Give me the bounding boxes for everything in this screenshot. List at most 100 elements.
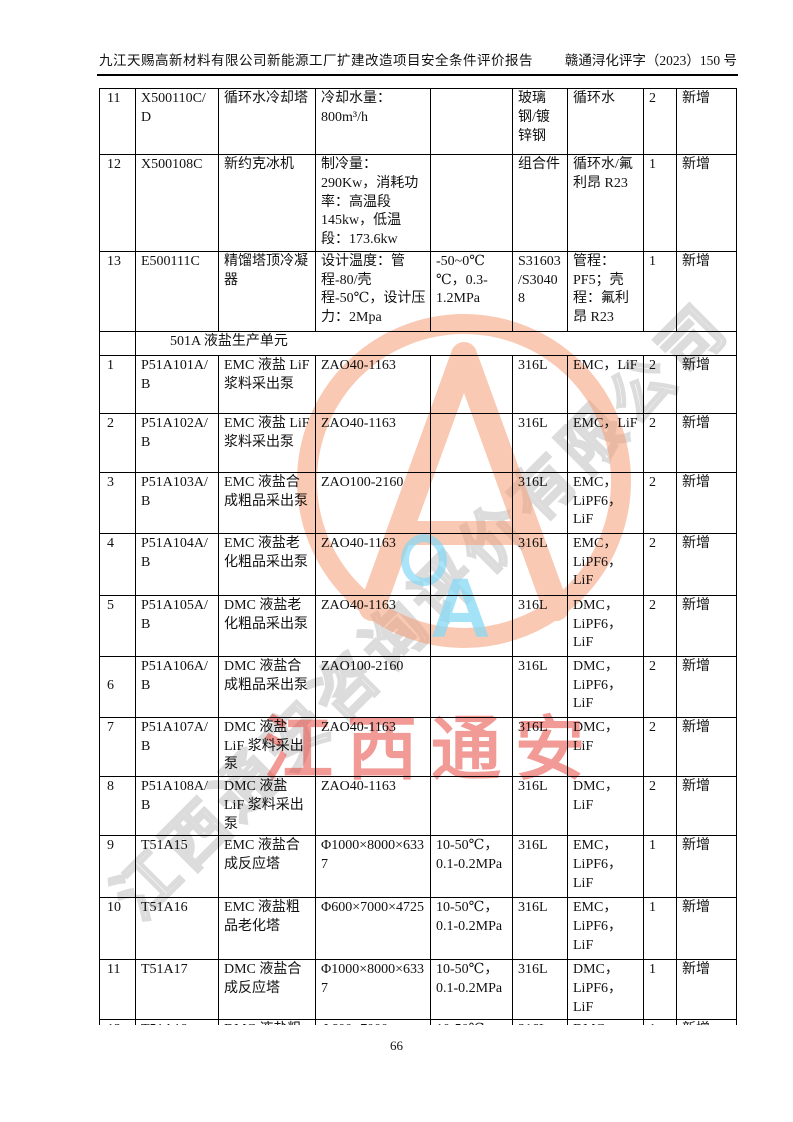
cell-spec: ZAO40-1163 — [315, 716, 431, 778]
cell-qty: 2 — [643, 471, 677, 534]
cell-spec: 设计温度：管程-80/壳程-50℃，设计压力：2Mpa — [315, 250, 431, 332]
cell-remark: 新增 — [676, 594, 737, 657]
cell-tag: E500111C — [135, 250, 219, 332]
equipment-table: 11 X500110C/D 循环水冷却塔 冷却水量：800m³/h 玻璃钢/镀锌钢 循环水… — [99, 88, 737, 1025]
cell-name: 循环水冷却塔 — [218, 88, 316, 155]
table-row: 11 T51A17 DMC 液盐合成反应塔 Φ1000×8000×6337 10-50℃… — [99, 959, 737, 1021]
cell-name: EMC 液盐合成粗品采出泵 — [218, 471, 316, 534]
cell-qty: 2 — [643, 594, 677, 657]
equipment-table-wrap: 11 X500110C/D 循环水冷却塔 冷却水量：800m³/h 玻璃钢/镀锌钢 循环水… — [99, 88, 738, 1025]
cell-spec: ZAO40-1163 — [315, 594, 431, 657]
doc-number: 赣通浔化评字（2023）150 号 — [564, 53, 737, 68]
report-title: 九江天赐高新材料有限公司新能源工厂扩建改造项目安全条件评价报告 — [99, 53, 533, 68]
cell-medium: DMC，LiPF6，LiF — [567, 655, 644, 718]
table-row: 13 E500111C 精馏塔顶冷凝器 设计温度：管程-80/壳程-50℃，设计压力：… — [99, 250, 737, 332]
cell-qty: 1 — [643, 1019, 677, 1025]
cell-material: 316L — [512, 354, 568, 414]
page-number: 66 — [390, 1038, 403, 1053]
cell-remark: 新增 — [676, 775, 737, 837]
cell-tag: T51A17 — [135, 959, 219, 1021]
cell-qty: 2 — [643, 412, 677, 473]
table-row: 7 P51A107A/B DMC 液盐 LiF 浆料采出泵 ZAO40-1163 316… — [99, 716, 737, 778]
cell-params — [430, 716, 513, 778]
cell-params: 10-50℃，0.1-0.2MPa — [430, 897, 513, 961]
cell-spec: Φ1000×8000×6337 — [315, 835, 431, 899]
cell-spec: ZAO40-1163 — [315, 412, 431, 473]
cell-no: 12 — [99, 154, 136, 252]
cell-no: 7 — [99, 716, 136, 778]
cell-material: 316L — [512, 471, 568, 534]
cell-empty — [99, 330, 136, 356]
cell-material: S31603/S30408 — [512, 250, 568, 332]
cell-medium: EMC，LiF — [567, 412, 644, 473]
cell-remark: 新增 — [676, 835, 737, 899]
cell-no: 10 — [99, 897, 136, 961]
cell-name: EMC 液盐 LiF 浆料采出泵 — [218, 412, 316, 473]
cell-qty: 1 — [643, 835, 677, 899]
cell-no: 8 — [99, 775, 136, 837]
cell-qty: 1 — [643, 154, 677, 252]
cell-spec: ZAO100-2160 — [315, 471, 431, 534]
cell-tag: P51A102A/B — [135, 412, 219, 473]
table-row: 6 P51A106A/B DMC 液盐合成粗品采出泵 ZAO100-2160 316L D… — [99, 655, 737, 718]
cell-spec: Φ600×7000× — [315, 1019, 431, 1025]
cell-qty: 1 — [643, 897, 677, 961]
cell-params: 10-50℃， — [430, 1019, 513, 1025]
cell-no: 11 — [99, 88, 136, 155]
cell-qty: 2 — [643, 775, 677, 837]
cell-material: 316L — [512, 412, 568, 473]
cell-params — [430, 532, 513, 596]
table-row: 3 P51A103A/B EMC 液盐合成粗品采出泵 ZAO100-2160 316L E… — [99, 471, 737, 534]
cell-params: 10-50℃，0.1-0.2MPa — [430, 959, 513, 1021]
table-row: 1 P51A101A/B EMC 液盐 LiF 浆料采出泵 ZAO40-1163 316… — [99, 354, 737, 414]
cell-medium: DMC，LiPF6，LiF — [567, 594, 644, 657]
cell-spec: ZAO40-1163 — [315, 354, 431, 414]
cell-material: 玻璃钢/镀锌钢 — [512, 88, 568, 155]
cell-remark: 新增 — [676, 959, 737, 1021]
cell-name: EMC 液盐合成反应塔 — [218, 835, 316, 899]
cell-medium: 循环水 — [567, 88, 644, 155]
cell-medium: 循环水/氟利昂 R23 — [567, 154, 644, 252]
cell-remark: 新增 — [676, 471, 737, 534]
cell-medium: EMC，LiPF6，LiF — [567, 471, 644, 534]
cell-spec: ZAO40-1163 — [315, 532, 431, 596]
cell-params — [430, 154, 513, 252]
cell-name: DMC 液盐合成反应塔 — [218, 959, 316, 1021]
cell-spec: ZAO40-1163 — [315, 775, 431, 837]
table-row: 8 P51A108A/B DMC 液盐 LiF 浆料采出泵 ZAO40-1163 316… — [99, 775, 737, 837]
cell-tag: P51A101A/B — [135, 354, 219, 414]
cell-material: 316L — [512, 532, 568, 596]
cell-name: 新约克冰机 — [218, 154, 316, 252]
table-row: 10 T51A16 EMC 液盐粗品老化塔 Φ600×7000×4725 10-50℃，… — [99, 897, 737, 961]
cell-material: 316L — [512, 959, 568, 1021]
cell-spec: ZAO100-2160 — [315, 655, 431, 718]
cell-material: 316L — [512, 775, 568, 837]
cell-params — [430, 775, 513, 837]
table-row: 9 T51A15 EMC 液盐合成反应塔 Φ1000×8000×6337 10-50℃，… — [99, 835, 737, 899]
cell-spec: Φ1000×8000×6337 — [315, 959, 431, 1021]
cell-no: 1 — [99, 354, 136, 414]
cell-remark: 新增 — [676, 655, 737, 718]
cell-name: EMC 液盐老化粗品采出泵 — [218, 532, 316, 596]
cell-no: 12 — [99, 1019, 136, 1025]
cell-no: 13 — [99, 250, 136, 332]
cell-no: 6 — [99, 655, 136, 718]
cell-tag: T51A15 — [135, 835, 219, 899]
cell-qty: 2 — [643, 655, 677, 718]
cell-medium: EMC，LiPF6，LiF — [567, 897, 644, 961]
table-row: 5 P51A105A/B DMC 液盐老化粗品采出泵 ZAO40-1163 316L DM… — [99, 594, 737, 657]
cell-qty: 2 — [643, 354, 677, 414]
section-title: 501A 液盐生产单元 — [135, 330, 737, 356]
cell-material: 316L — [512, 594, 568, 657]
cell-name: EMC 液盐粗品老化塔 — [218, 897, 316, 961]
cell-tag: P51A107A/B — [135, 716, 219, 778]
cell-no: 9 — [99, 835, 136, 899]
cell-remark: 新增 — [676, 532, 737, 596]
cell-no: 11 — [99, 959, 136, 1021]
cell-material: 组合件 — [512, 154, 568, 252]
cell-no: 2 — [99, 412, 136, 473]
cell-params — [430, 594, 513, 657]
section-header-row: 501A 液盐生产单元 — [99, 330, 737, 356]
table-row: 11 X500110C/D 循环水冷却塔 冷却水量：800m³/h 玻璃钢/镀锌钢 循环水… — [99, 88, 737, 155]
